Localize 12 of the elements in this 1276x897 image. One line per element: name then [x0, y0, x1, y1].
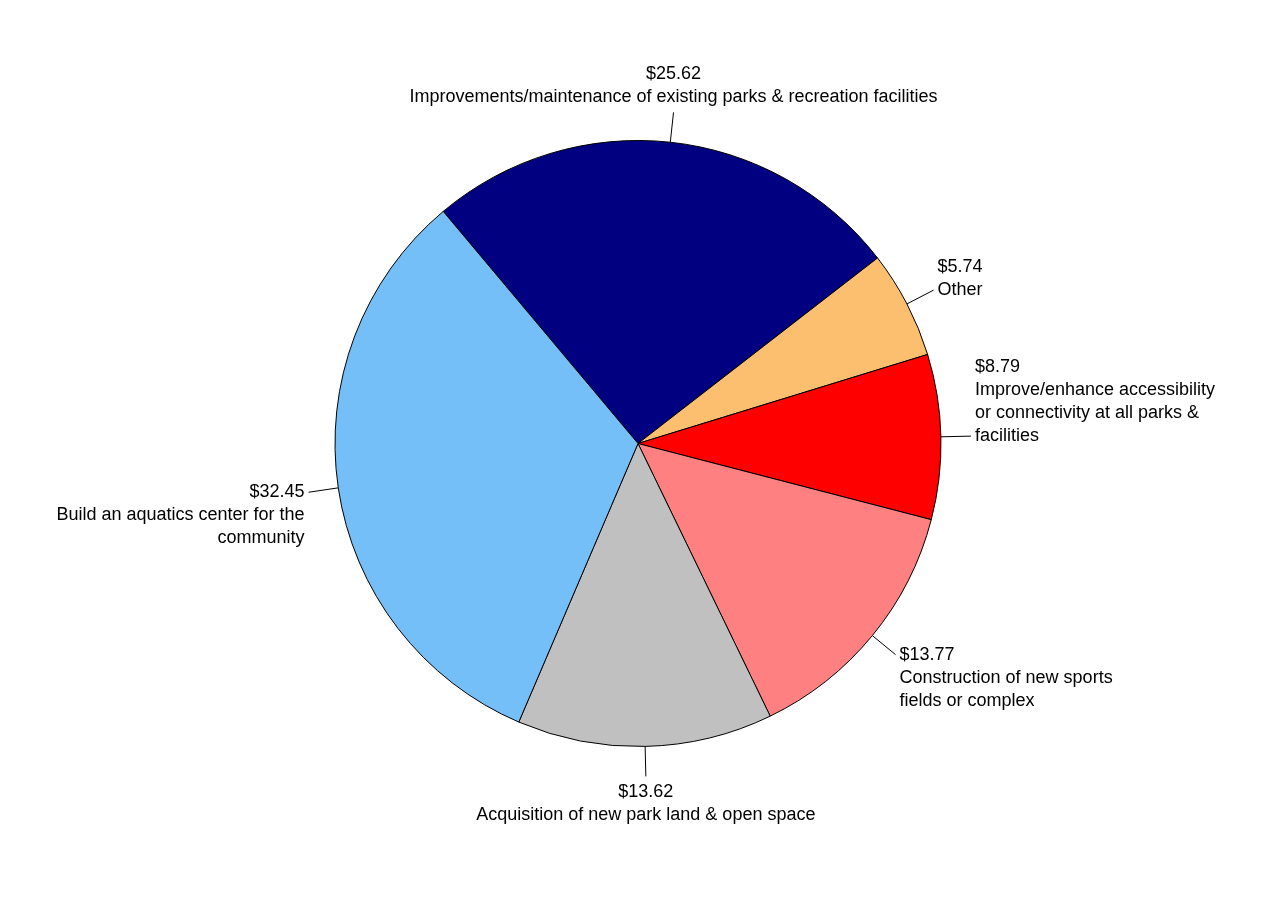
data-label: $8.79: [974, 356, 1020, 377]
slice-label: Improve/enhance accessibility or connectivity at all parks & facilities: [974, 379, 1216, 446]
slice-label: Construction of new sports fields or complex: [899, 666, 1113, 710]
slice-label: Improvements/maintenance of existing parks & recreation facilities: [409, 85, 938, 106]
data-label: $5.74: [937, 256, 983, 277]
data-label: $25.62: [645, 62, 702, 83]
slice-label: Other: [937, 279, 983, 300]
slice-label: Build an aquatics center for the community: [56, 504, 305, 548]
slice-label: Acquisition of new park land & open space: [476, 803, 816, 824]
data-label: $13.77: [899, 643, 955, 664]
data-label: $32.45: [249, 481, 305, 502]
data-label: $13.62: [618, 780, 674, 801]
